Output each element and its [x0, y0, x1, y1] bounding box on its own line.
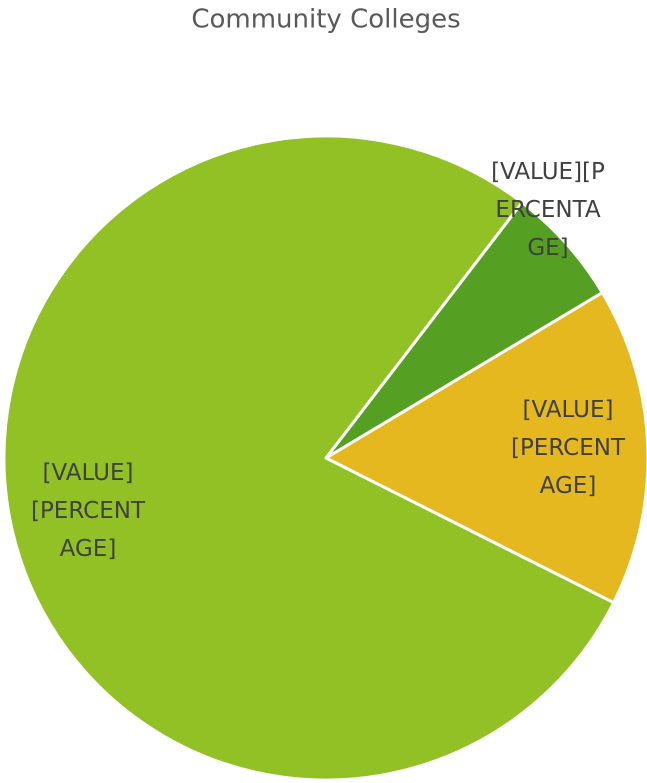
- pie-slice: [324, 291, 647, 605]
- pie-slice: [324, 201, 604, 460]
- pie-slice: [2, 134, 616, 782]
- chart-title: Community Colleges: [191, 5, 460, 35]
